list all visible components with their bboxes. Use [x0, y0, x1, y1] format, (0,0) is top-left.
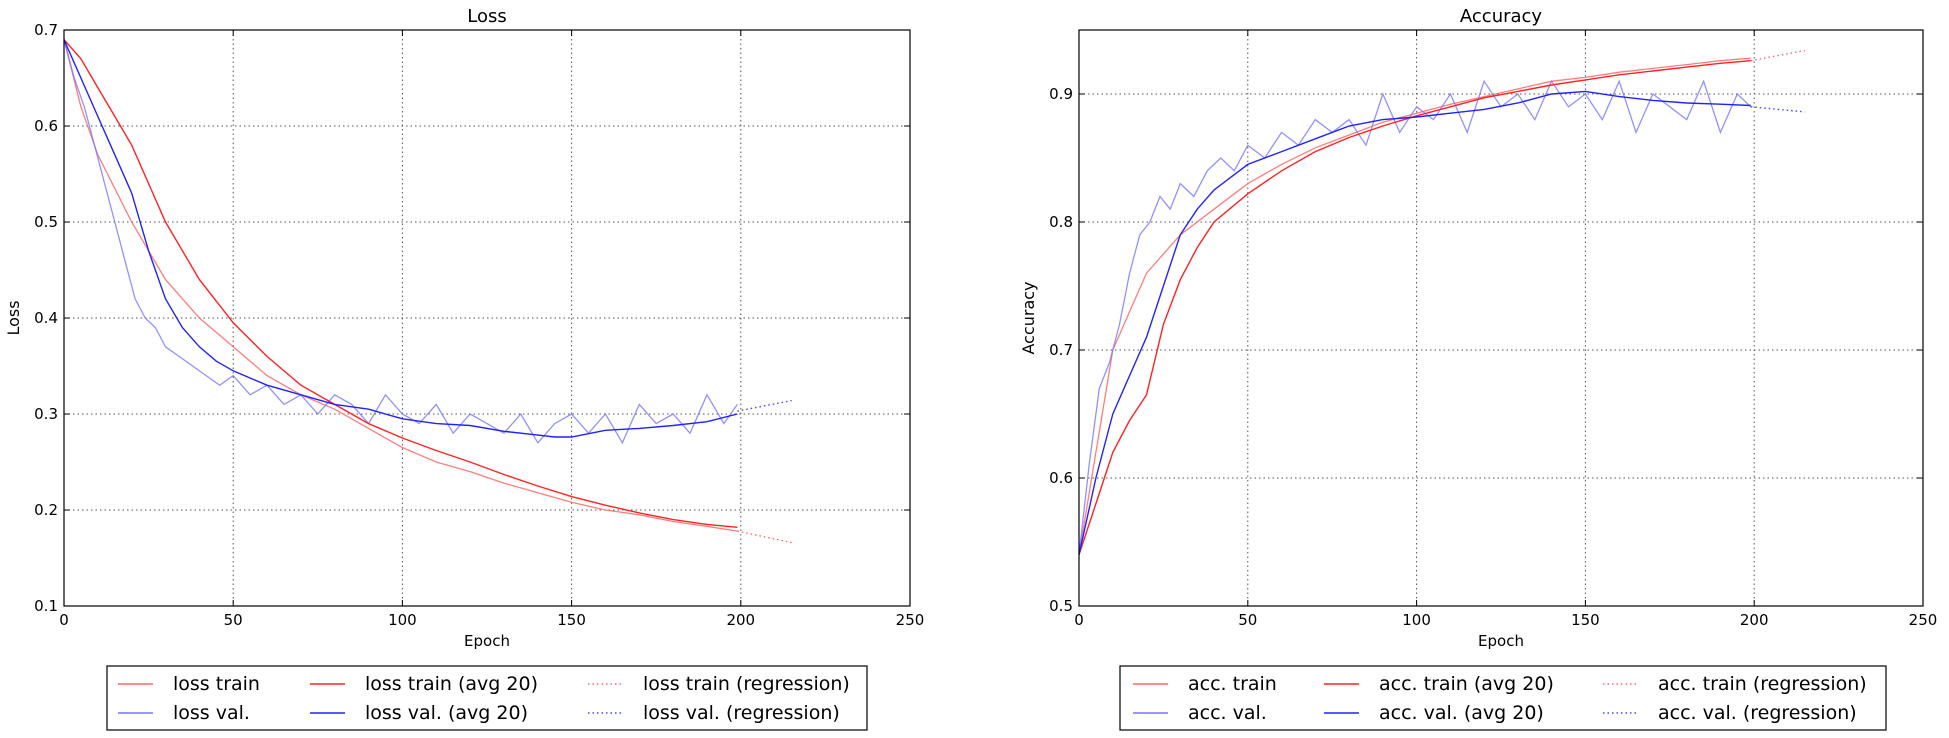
y-tick-label: 0.3 [34, 405, 58, 423]
x-tick-label: 0 [59, 611, 69, 629]
series-line-acc-val- [1079, 79, 1752, 555]
series-group [1079, 49, 1805, 556]
plot-frame [1078, 29, 1924, 607]
x-tick-label: 150 [1571, 611, 1600, 629]
legend-box [106, 665, 868, 731]
legend-label: loss train (avg 20) [365, 673, 538, 695]
x-tick-label: 250 [1909, 611, 1938, 629]
chart-panel-1: 0 50 100 150 200 250 0.1 0.2 0.3 0.4 0.5 0.6 0.7 Loss… [4, 6, 925, 731]
series-line-acc-val-avg-20- [1079, 90, 1751, 555]
legend-label: loss train (regression) [643, 673, 850, 695]
y-axis-label: Accuracy [1019, 281, 1038, 354]
x-tick-label: 0 [1074, 611, 1084, 629]
series-line-acc-train-avg-20- [1079, 60, 1751, 556]
y-tick-label: 0.6 [1049, 469, 1073, 487]
chart-title: Accuracy [1460, 6, 1543, 27]
x-tick-label: 250 [896, 611, 925, 629]
x-tick-label: 150 [557, 611, 586, 629]
series-line-loss-train-avg-20- [64, 39, 738, 528]
y-tick-label: 0.4 [34, 309, 58, 327]
y-tick-label: 0.9 [1049, 85, 1073, 103]
series-line-loss-val-avg-20- [64, 39, 738, 438]
series-group [64, 39, 792, 544]
series-line-loss-train-regression- [737, 530, 792, 544]
legend-label: loss val. [173, 702, 250, 724]
y-tick-label: 0.6 [34, 117, 58, 135]
legend-label: loss val. (avg 20) [365, 702, 528, 724]
x-tick-label: 50 [1238, 611, 1257, 629]
legend-label: acc. val. (regression) [1658, 702, 1857, 724]
legend-box [1119, 665, 1887, 731]
y-axis-label: Loss [4, 300, 23, 335]
y-tick-label: 0.8 [1049, 213, 1073, 231]
y-tick-label: 0.1 [34, 597, 58, 615]
legend-label: acc. val. [1188, 702, 1267, 724]
x-tick-label: 200 [726, 611, 755, 629]
legend-label: acc. train (regression) [1658, 673, 1867, 695]
y-tick-label: 0.5 [34, 213, 58, 231]
x-axis-label: Epoch [1478, 632, 1524, 650]
y-tick-label: 0.5 [1049, 597, 1073, 615]
legend-label: loss val. (regression) [643, 702, 840, 724]
series-line-loss-val-regression- [737, 399, 792, 412]
x-tick-label: 100 [1402, 611, 1431, 629]
y-tick-label: 0.2 [34, 501, 58, 519]
legend-label: acc. train [1188, 673, 1277, 695]
legend-label: acc. val. (avg 20) [1379, 702, 1544, 724]
legend-label: acc. train (avg 20) [1379, 673, 1554, 695]
legend-label: loss train [173, 673, 260, 695]
x-tick-label: 50 [224, 611, 243, 629]
chart-panel-2: 0 50 100 150 200 250 0.5 0.6 0.7 0.8 0.9 Accuracy Ep… [1019, 6, 1938, 731]
plot-area [1079, 30, 1923, 606]
series-line-acc-train [1079, 57, 1751, 555]
series-line-acc-train-regression- [1750, 49, 1805, 62]
series-line-acc-val-regression- [1750, 106, 1805, 113]
x-tick-label: 100 [388, 611, 417, 629]
chart-title: Loss [467, 6, 506, 27]
x-tick-label: 200 [1740, 611, 1769, 629]
x-axis-label: Epoch [464, 632, 510, 650]
series-line-loss-val- [64, 39, 738, 445]
y-tick-label: 0.7 [34, 21, 58, 39]
y-tick-label: 0.7 [1049, 341, 1073, 359]
